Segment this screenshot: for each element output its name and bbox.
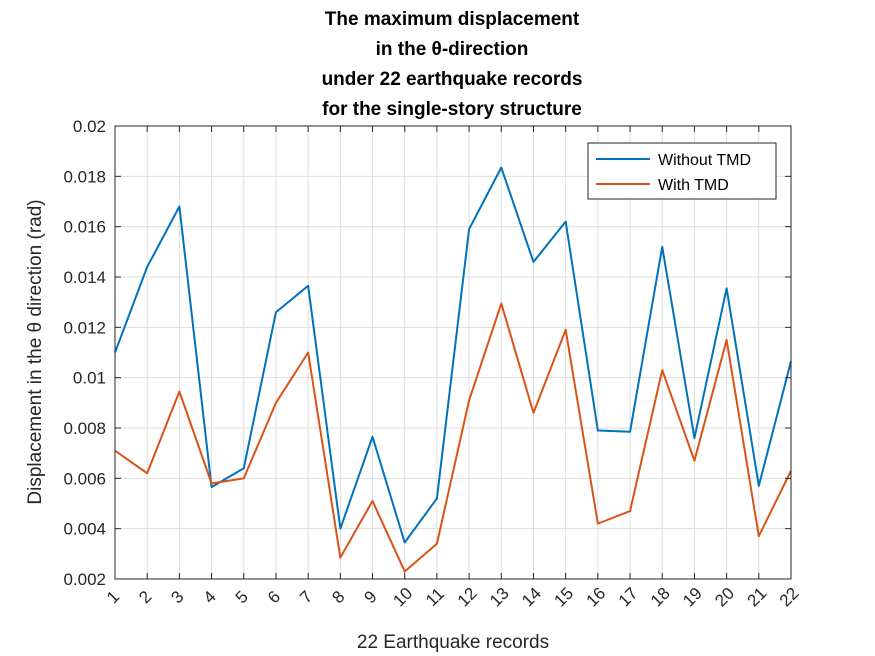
series-line-without-tmd: [114, 166, 792, 544]
y-tick-label: 0.012: [63, 318, 106, 337]
title-line-4: for the single-story structure: [322, 99, 582, 120]
y-tick-label: 0.02: [73, 117, 106, 136]
y-axis-label: Displacement in the θ direction (rad): [25, 199, 46, 504]
title-line-3: under 22 earthquake records: [322, 69, 583, 90]
y-tick-label: 0.004: [63, 520, 106, 539]
legend: Without TMD With TMD: [587, 142, 777, 200]
y-axis-ticks: 0.002 0.004 0.006 0.008 0.01 0.012 0.014 0.016 0…: [63, 117, 791, 589]
x-axis-label: 22 Earthquake records: [357, 632, 549, 653]
legend-box: [587, 142, 777, 200]
y-tick-label: 0.01: [73, 369, 106, 388]
title-line-2: in the θ-direction: [376, 39, 529, 60]
title-line-1: The maximum displacement: [325, 9, 580, 30]
chart-title: The maximum displacement in the θ-direct…: [322, 9, 583, 120]
y-tick-label: 0.016: [63, 218, 106, 237]
series-line-with-tmd: [114, 302, 792, 573]
plot-area: [115, 126, 791, 579]
y-tick-label: 0.002: [63, 570, 106, 589]
y-tick-label: 0.006: [63, 469, 106, 488]
axes-box: [114, 125, 792, 580]
y-tick-label: 0.008: [63, 419, 106, 438]
y-tick-label: 0.014: [63, 268, 106, 287]
y-tick-label: 0.018: [63, 167, 106, 186]
legend-label-without-tmd: Without TMD: [658, 152, 751, 169]
legend-label-with-tmd: With TMD: [658, 177, 729, 194]
